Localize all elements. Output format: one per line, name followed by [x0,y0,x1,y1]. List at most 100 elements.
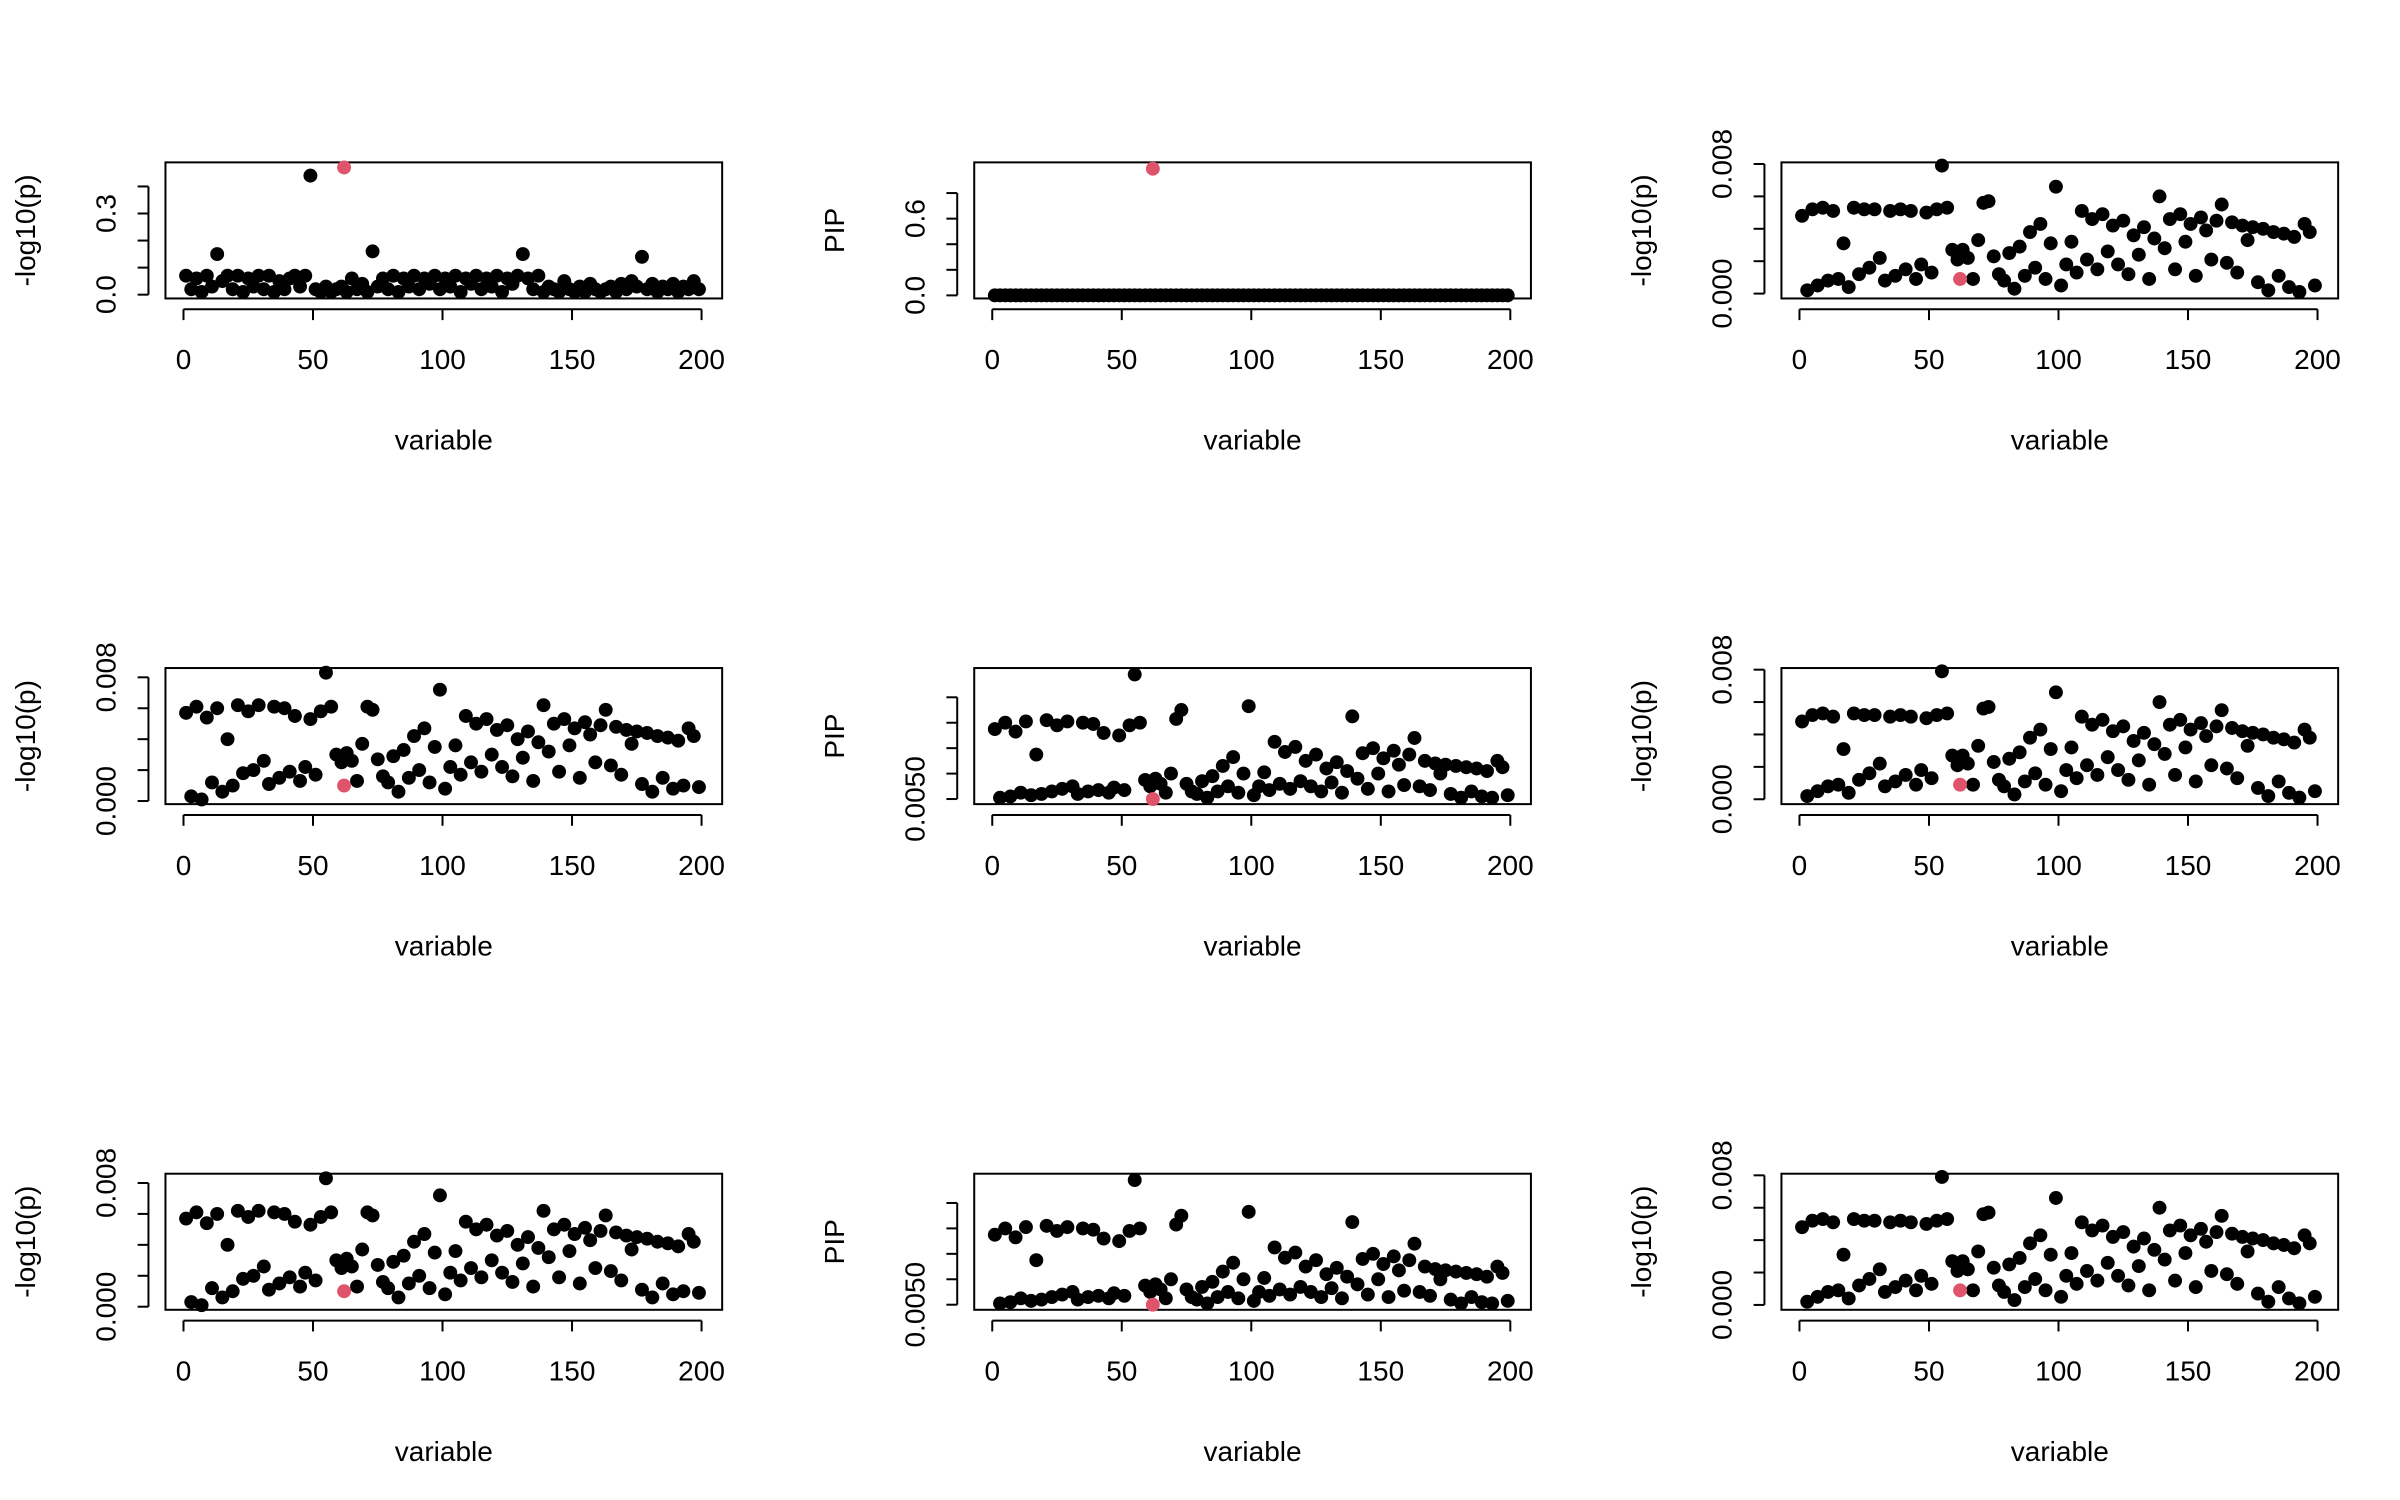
data-point [1360,781,1375,796]
x-tick-label: 150 [2165,1356,2212,1387]
data-point [2100,1255,2115,1270]
data-point [998,1221,1013,1236]
y-axis-label: -log10(p) [1626,174,1657,286]
data-point [1267,734,1282,749]
data-point [2168,768,2183,782]
data-point [500,1223,515,1238]
data-point [1903,204,1918,218]
data-point [2126,228,2141,243]
y-axis-label: -log10(p) [1626,680,1657,792]
data-point [1929,1213,1944,1228]
data-point [2204,1263,2219,1278]
data-point [1158,785,1173,800]
data-point [1966,1283,1980,1298]
data-point [1862,260,1877,275]
data-point [1464,1290,1479,1305]
data-point [1459,1265,1474,1280]
data-point [2271,268,2286,283]
x-tick-label: 200 [2294,850,2341,881]
data-point [557,712,572,727]
data-point [344,753,359,768]
data-point [2152,695,2167,710]
x-tick-label: 50 [297,850,328,881]
data-point [2183,1228,2198,1243]
data-point [593,1223,608,1238]
data-point [1981,699,1996,714]
data-point [1872,756,1887,771]
data-point [1810,1289,1825,1304]
y-axis-label: -log10(p) [10,174,41,286]
data-point [282,764,297,779]
data-point [1841,280,1856,295]
data-point [2054,1289,2069,1304]
data-point [686,729,701,744]
data-point [2017,268,2032,283]
data-point [1454,790,1469,805]
x-tick-label: 0 [984,1356,1000,1387]
data-point [987,1227,1002,1242]
data-point [2183,722,2198,737]
data-point [1402,747,1417,762]
data-point [2188,1280,2203,1295]
data-point [2209,719,2224,734]
data-point [2307,784,2322,799]
data-point [422,775,437,790]
data-point [2307,1289,2322,1304]
data-point [1500,1293,1515,1308]
x-tick-label: 50 [1913,1356,1944,1387]
data-point [2183,216,2198,231]
data-point [262,777,276,791]
data-point [603,758,618,773]
data-point [1376,1257,1391,1271]
data-point [1960,1262,1975,1277]
data-point [443,760,458,774]
data-point [2173,712,2188,727]
data-point [1283,781,1298,796]
data-point [417,1227,432,1241]
data-point [205,1281,219,1296]
data-point [484,279,499,294]
data-point [1841,785,1856,800]
data-point [531,1240,546,1255]
data-point [1857,708,1872,722]
data-point [2240,1244,2255,1259]
data-point [1132,715,1147,730]
data-point [1893,708,1908,722]
data-point [2069,1276,2084,1291]
data-point [272,770,287,785]
data-point [1971,233,1986,248]
data-point [282,1270,297,1285]
data-point [1454,1296,1469,1311]
data-point [287,268,302,283]
data-point [2111,763,2126,778]
data-point [1903,709,1918,724]
data-point [308,1273,323,1288]
data-point [562,738,577,753]
data-point [526,1279,541,1294]
data-point [1867,1213,1882,1228]
data-point [2028,260,2043,275]
data-point [1086,1222,1101,1237]
y-tick-label: 0.008 [91,642,122,712]
data-point [1334,785,1349,800]
data-point [1929,202,1944,217]
data-point [2250,1286,2265,1301]
data-point [313,704,328,719]
data-point [2266,225,2281,239]
data-point [2302,730,2317,745]
data-point [1226,750,1241,765]
data-point [2162,212,2177,227]
data-point [2095,712,2110,727]
data-point [1329,755,1344,770]
data-point [2007,281,2022,296]
data-point [2131,1259,2146,1274]
data-point [614,767,629,782]
data-point [2137,1231,2151,1246]
data-point [241,704,256,719]
data-point [1909,777,1923,792]
data-point [1024,788,1039,803]
data-point [1127,1173,1142,1188]
data-point [1867,708,1882,722]
data-point [194,285,209,299]
data-point [1060,714,1075,729]
